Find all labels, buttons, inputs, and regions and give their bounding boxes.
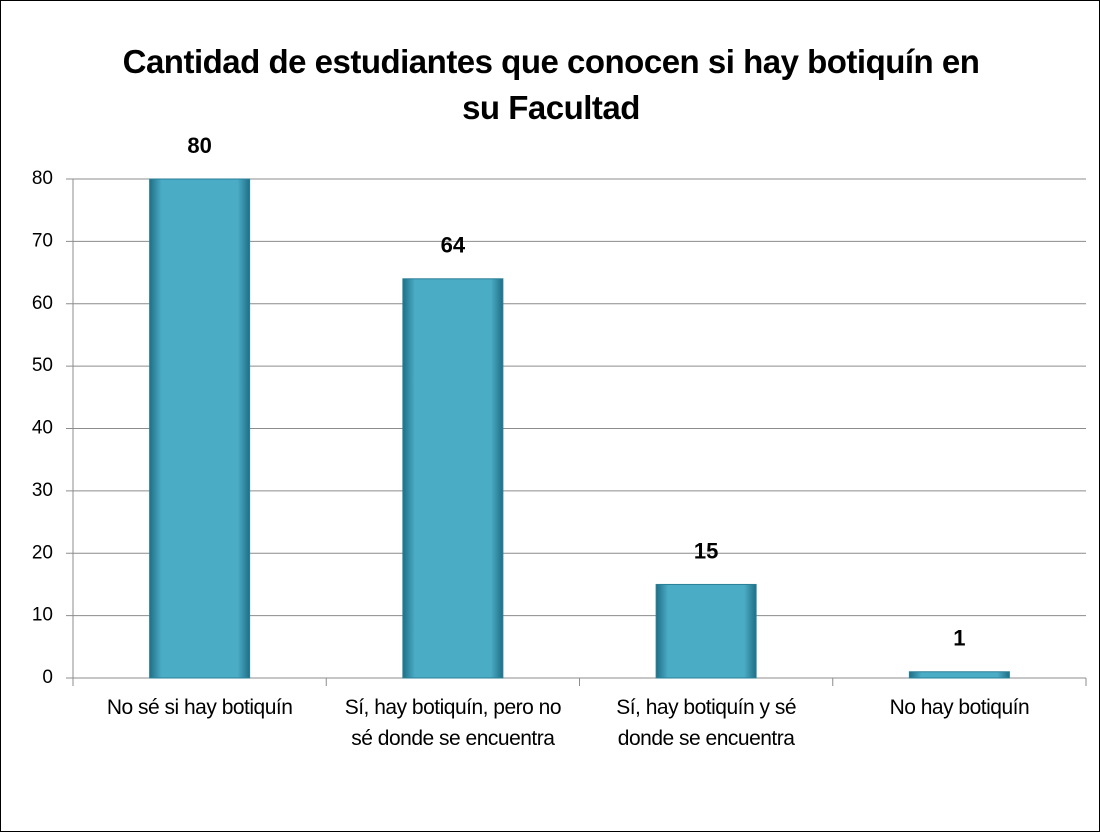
chart-title: Cantidad de estudiantes que conocen si h… xyxy=(122,43,980,126)
y-tick-label: 80 xyxy=(32,168,53,189)
bar xyxy=(908,671,1010,679)
y-tick-label: 40 xyxy=(32,418,53,439)
y-tick-label: 30 xyxy=(32,480,53,501)
x-tick-label: No sé si hay botiquín xyxy=(106,696,293,719)
y-tick-label: 50 xyxy=(32,355,53,376)
y-tick-label: 20 xyxy=(32,542,53,563)
x-tick-label: No hay botiquín xyxy=(889,696,1030,719)
y-tick-label: 70 xyxy=(32,230,53,251)
data-label: 15 xyxy=(694,538,718,563)
x-tick-label: Sí, hay botiquín, pero no sé donde se en… xyxy=(344,696,562,750)
bar xyxy=(402,278,504,679)
data-label: 1 xyxy=(953,626,965,651)
y-tick-label: 0 xyxy=(42,667,53,688)
y-tick-label: 60 xyxy=(32,293,53,314)
data-label: 80 xyxy=(187,133,211,158)
bar xyxy=(149,178,251,679)
data-label: 64 xyxy=(441,233,466,258)
y-tick-label: 10 xyxy=(32,605,53,626)
bar xyxy=(655,583,757,679)
x-tick-label: Sí, hay botiquín y sé donde se encuentra xyxy=(616,696,797,750)
